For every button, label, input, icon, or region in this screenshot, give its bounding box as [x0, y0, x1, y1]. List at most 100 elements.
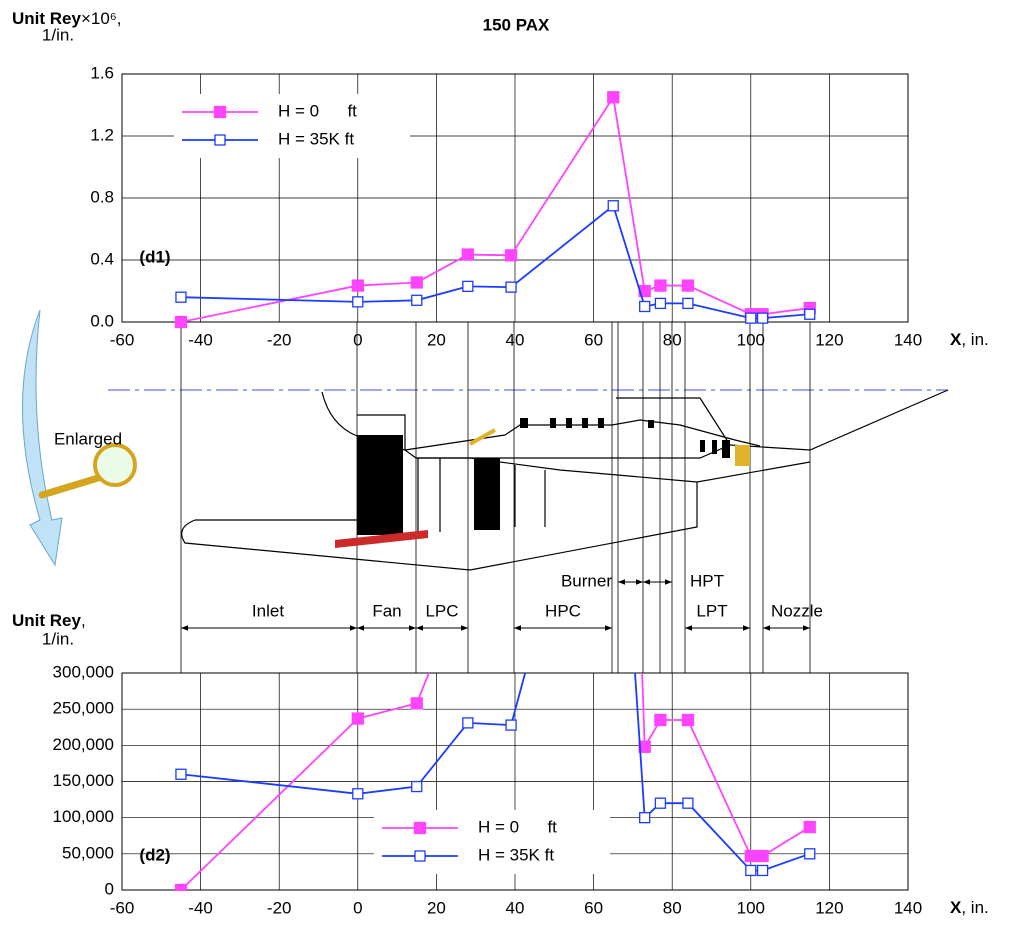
marker — [504, 249, 518, 262]
marker — [607, 200, 619, 212]
x-tick-label: 0 — [353, 898, 362, 917]
y-axis-label-unit: 1/in. — [42, 25, 74, 44]
marker — [174, 315, 188, 329]
y-tick-label: 300,000 — [53, 662, 114, 681]
series-line — [180, 204, 810, 320]
plot-frame — [121, 73, 909, 323]
y-tick-label: 0 — [105, 879, 114, 898]
x-tick-label: 20 — [427, 898, 446, 917]
x-tick-label: 60 — [584, 898, 603, 917]
legend-label: H = 0 ft — [278, 101, 357, 120]
y-tick-label: 50,000 — [62, 843, 114, 862]
legend-label: H = 35K ft — [278, 129, 354, 148]
legend: H = 0 ft H = 35K ft — [374, 810, 610, 874]
legend-box — [374, 810, 610, 874]
section-label: LPT — [696, 601, 727, 620]
x-axis-label: X, in. — [950, 330, 989, 349]
enlarged-label: Enlarged — [54, 429, 122, 448]
section-label: Burner — [561, 571, 612, 590]
legend-box — [174, 94, 410, 158]
x-axis-label-unit: , in. — [961, 330, 988, 349]
section-label: HPT — [690, 571, 724, 590]
marker — [410, 276, 423, 289]
x-tick-label: 40 — [506, 330, 525, 349]
legend-label: H = 0 ft — [478, 817, 557, 836]
marker — [413, 821, 427, 835]
chart: 0.0 0.4 0.8 1.2 1.6 -60 -40 -20 0 20 40 60 80 100 120 1… — [12, 9, 989, 349]
marker — [411, 294, 423, 306]
marker — [505, 719, 517, 731]
x-tick-label: 120 — [815, 898, 843, 917]
x-axis-label-main: X — [950, 898, 962, 917]
x-tick-label: 40 — [506, 898, 525, 917]
marker — [505, 281, 517, 293]
x-tick-label: -20 — [267, 898, 292, 917]
marker — [352, 788, 364, 800]
panel-label: (d1) — [139, 247, 170, 266]
x-tick-label: 100 — [737, 330, 765, 349]
marker — [414, 850, 426, 862]
y-axis-label-main: Unit Rey — [12, 611, 82, 630]
section-label: Fan — [372, 601, 401, 620]
marker — [175, 768, 187, 780]
engine-diagram: Enlarged Inlet Fan LPC HPC Burner HPT LP… — [22, 309, 949, 673]
y-tick-label: 1.6 — [90, 63, 114, 82]
legend: H = 0 ft H = 35K ft — [174, 94, 410, 158]
marker — [351, 279, 364, 292]
marker — [803, 820, 816, 834]
marker — [654, 713, 667, 727]
marker — [639, 300, 651, 313]
marker — [639, 812, 651, 824]
x-tick-label: -40 — [188, 330, 213, 349]
x-tick-label: -60 — [110, 898, 135, 917]
marker — [352, 296, 364, 308]
x-axis-label-main: X — [950, 330, 962, 349]
panel-label: (d2) — [139, 845, 170, 864]
x-tick-label: 0 — [353, 330, 362, 349]
marker — [462, 280, 474, 293]
marker — [681, 279, 695, 292]
station-lines — [180, 322, 811, 673]
x-tick-label: 100 — [737, 898, 765, 917]
section-label: LPC — [425, 601, 458, 620]
x-tick-label: -40 — [188, 898, 213, 917]
marker — [175, 291, 187, 303]
x-tick-label: 120 — [815, 330, 843, 349]
marker — [174, 883, 188, 891]
marker — [608, 343, 618, 353]
x-tick-label: 80 — [663, 330, 682, 349]
marker — [213, 105, 227, 119]
marker — [506, 573, 517, 584]
y-axis-label: Unit Rey, — [12, 611, 86, 630]
marker — [654, 279, 667, 292]
marker — [756, 849, 769, 863]
y-axis-label-unit: , — [81, 611, 86, 630]
y-tick-label: 250,000 — [53, 699, 114, 718]
marker — [461, 248, 474, 261]
x-tick-label: -20 — [267, 330, 292, 349]
y-axis-label-unit: ×10⁶, — [81, 9, 122, 28]
marker — [744, 849, 757, 863]
plot-area — [174, 343, 816, 891]
section-label: HPC — [545, 601, 581, 620]
y-tick-label: 0.8 — [90, 187, 114, 206]
marker — [351, 712, 364, 725]
title: 150 PAX — [483, 15, 550, 34]
x-tick-label: 140 — [894, 330, 922, 349]
x-axis-label: X, in. — [950, 898, 989, 917]
marker — [654, 797, 667, 809]
y-tick-label: 150,000 — [53, 771, 114, 790]
marker — [462, 717, 474, 729]
marker — [745, 312, 757, 324]
x-tick-label: 20 — [427, 330, 446, 349]
marker — [411, 780, 423, 793]
plot-area — [174, 91, 816, 329]
legend-label: H = 35K ft — [478, 845, 554, 864]
y-tick-label: 100,000 — [53, 807, 114, 826]
y-tick-label: 200,000 — [53, 735, 114, 754]
y-tick-label: 0.0 — [90, 311, 114, 330]
y-axis-label: Unit Rey×10⁶, — [12, 9, 122, 28]
section-label: Inlet — [252, 601, 284, 620]
marker — [804, 308, 816, 320]
